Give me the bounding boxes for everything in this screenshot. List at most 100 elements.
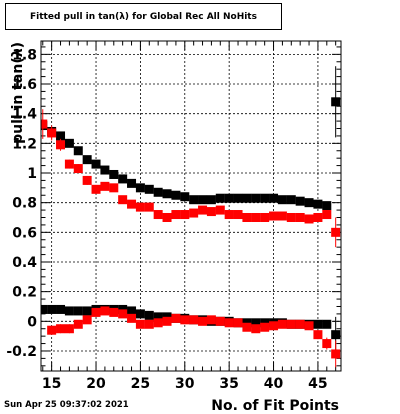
y-tick-label: 0.4 <box>12 255 37 271</box>
data-point <box>47 304 57 314</box>
chart-title: Fitted pull in tan(λ) for Global Rec All… <box>5 3 282 30</box>
data-point <box>47 128 57 138</box>
data-point <box>127 199 137 209</box>
data-point <box>224 193 234 203</box>
data-point <box>198 205 208 215</box>
data-point <box>313 199 323 209</box>
data-point <box>206 207 216 217</box>
data-point <box>127 178 137 188</box>
x-tick-label: 20 <box>86 376 106 392</box>
data-point <box>118 174 128 184</box>
timestamp: Sun Apr 25 09:37:02 2021 <box>4 400 129 410</box>
y-tick-label: 0.8 <box>12 196 37 212</box>
data-point <box>64 138 74 148</box>
data-point <box>295 319 305 329</box>
data-point <box>277 195 287 205</box>
y-tick-label: 1.6 <box>12 77 37 93</box>
data-point <box>64 159 74 169</box>
data-point <box>82 315 92 325</box>
data-point <box>56 304 66 314</box>
data-point <box>73 146 83 156</box>
data-point <box>322 210 332 220</box>
y-tick-label: 1.4 <box>12 107 37 123</box>
data-point <box>100 306 110 316</box>
data-point <box>162 212 172 222</box>
data-point <box>162 189 172 199</box>
data-point <box>269 211 279 221</box>
data-point <box>180 315 190 325</box>
data-point <box>313 330 323 340</box>
data-point <box>82 306 92 316</box>
data-point <box>313 212 323 222</box>
data-point <box>82 155 92 165</box>
data-point <box>251 212 261 222</box>
data-point <box>56 140 66 150</box>
data-point <box>153 318 163 328</box>
data-point <box>144 202 154 212</box>
data-point <box>233 210 243 220</box>
data-point <box>215 316 225 326</box>
data-point <box>242 193 252 203</box>
y-tick-label: -0.2 <box>6 344 37 360</box>
data-point <box>322 339 332 349</box>
data-point <box>233 318 243 328</box>
data-point <box>224 210 234 220</box>
data-point <box>144 184 154 194</box>
data-point <box>73 319 83 329</box>
data-point <box>215 193 225 203</box>
data-point <box>144 310 154 320</box>
y-tick-label: 0 <box>27 314 37 330</box>
y-tick-label: 1.8 <box>12 47 37 63</box>
marker-layer <box>41 66 341 368</box>
x-tick-label: 15 <box>42 376 61 392</box>
data-point <box>135 319 145 329</box>
tick-labels: 15 20 25 30 35 40 45 -0.2 0 0.2 0.4 0.6 0.8 1 1.2 1.4 1.… <box>6 47 327 392</box>
data-point <box>304 198 314 208</box>
data-point <box>295 212 305 222</box>
data-point <box>295 196 305 206</box>
data-point <box>242 322 252 332</box>
x-axis-label: No. of Fit Points <box>211 398 339 414</box>
data-point <box>91 159 101 169</box>
data-point <box>180 192 190 202</box>
data-point <box>277 211 287 221</box>
data-point <box>171 190 181 200</box>
data-point <box>251 318 261 328</box>
data-point <box>41 119 48 129</box>
axis-ticks <box>41 41 341 371</box>
data-point <box>251 324 261 334</box>
data-point <box>135 202 145 212</box>
data-point <box>215 205 225 215</box>
data-point <box>41 304 48 314</box>
x-tick-label: 35 <box>219 376 238 392</box>
data-point <box>224 318 234 328</box>
data-point <box>189 195 199 205</box>
data-point <box>47 325 57 335</box>
data-point <box>118 309 128 319</box>
data-point <box>269 193 279 203</box>
data-point <box>260 322 270 332</box>
data-point <box>331 330 341 340</box>
data-point <box>135 183 145 193</box>
data-point <box>260 212 270 222</box>
y-tick-label: 0.2 <box>12 285 37 301</box>
y-axis-label: pull in tan(λ) <box>10 42 26 144</box>
data-point <box>286 195 296 205</box>
data-point <box>100 165 110 175</box>
data-point <box>331 97 341 107</box>
data-point <box>277 319 287 329</box>
data-point <box>56 324 66 334</box>
data-point <box>206 195 216 205</box>
data-points <box>41 66 341 368</box>
data-point <box>171 313 181 323</box>
data-point <box>162 316 172 326</box>
data-point <box>153 210 163 220</box>
data-point <box>269 321 279 331</box>
x-tick-label: 30 <box>175 376 195 392</box>
data-point <box>64 306 74 316</box>
data-point <box>64 324 74 334</box>
data-point <box>73 164 83 174</box>
x-tick-label: 25 <box>131 376 150 392</box>
data-point <box>153 187 163 197</box>
